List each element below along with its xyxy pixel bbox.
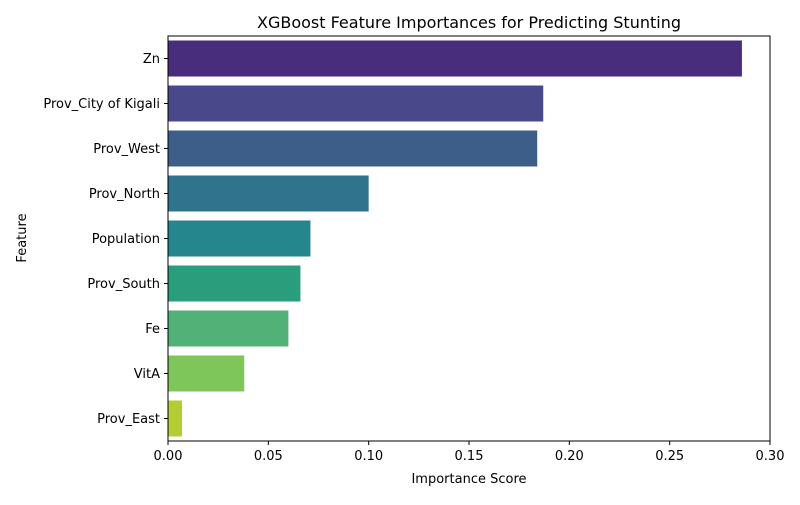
- bar-prov-north: [168, 175, 369, 212]
- x-tick-label: 0.15: [455, 449, 484, 464]
- bar-prov-city-of-kigali: [168, 85, 544, 122]
- y-tick-label: VitA: [134, 367, 160, 382]
- y-tick-label: Prov_North: [89, 187, 160, 202]
- x-tick-label: 0.20: [555, 449, 584, 464]
- bar-population: [168, 220, 311, 257]
- x-tick-label: 0.05: [254, 449, 283, 464]
- bar-prov-south: [168, 265, 301, 302]
- x-tick-label: 0.30: [756, 449, 785, 464]
- bars-group: [168, 40, 742, 437]
- y-tick-label: Prov_City of Kigali: [43, 97, 160, 112]
- y-tick-label: Prov_West: [93, 142, 160, 157]
- y-tick-label: Prov_East: [97, 412, 160, 427]
- y-axis-ticks: Zn Prov_City of Kigali Prov_West Prov_North…: [43, 52, 168, 427]
- x-tick-label: 0.10: [354, 449, 383, 464]
- chart-title: XGBoost Feature Importances for Predicti…: [257, 13, 681, 32]
- x-axis-ticks: 0.00 0.05 0.10 0.15 0.20 0.25 0.30: [154, 441, 785, 464]
- y-tick-label: Fe: [145, 322, 160, 337]
- bar-prov-west: [168, 130, 538, 167]
- x-tick-label: 0.25: [655, 449, 684, 464]
- bar-zn: [168, 40, 742, 77]
- y-tick-label: Population: [92, 232, 160, 247]
- plot-frame: [167, 35, 771, 442]
- y-tick-label: Zn: [143, 52, 160, 67]
- bar-vita: [168, 355, 245, 392]
- bar-fe: [168, 310, 289, 347]
- y-axis-label: Feature: [15, 213, 30, 262]
- y-tick-label: Prov_South: [87, 277, 160, 292]
- x-tick-label: 0.00: [154, 449, 183, 464]
- bar-prov-east: [168, 400, 183, 437]
- x-axis-label: Importance Score: [411, 472, 526, 487]
